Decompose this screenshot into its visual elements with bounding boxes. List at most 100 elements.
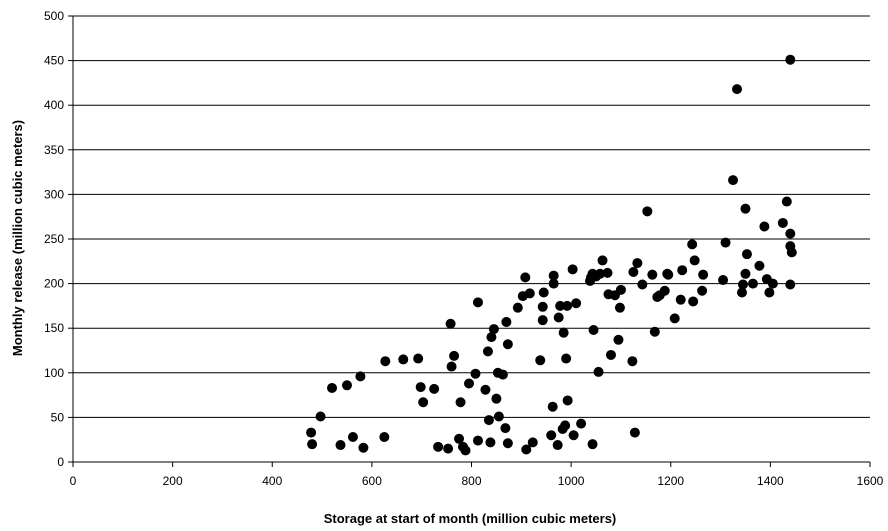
x-tick-label: 1000 bbox=[558, 474, 585, 488]
data-point bbox=[718, 275, 729, 286]
data-point bbox=[464, 378, 475, 389]
data-point bbox=[485, 437, 496, 448]
data-point bbox=[642, 206, 653, 217]
data-point bbox=[418, 397, 429, 408]
data-point bbox=[628, 267, 639, 278]
data-point bbox=[482, 346, 493, 357]
data-point bbox=[605, 349, 616, 360]
data-point bbox=[502, 438, 513, 449]
data-point bbox=[449, 350, 460, 361]
data-point bbox=[688, 296, 699, 307]
y-tick-label: 100 bbox=[44, 366, 64, 380]
data-point bbox=[379, 432, 390, 443]
data-point bbox=[647, 269, 658, 280]
x-tick-label: 1600 bbox=[857, 474, 884, 488]
data-point bbox=[512, 302, 523, 313]
data-point bbox=[571, 298, 582, 309]
data-point bbox=[445, 318, 456, 329]
y-tick-label: 50 bbox=[51, 410, 65, 424]
data-point bbox=[597, 255, 608, 266]
data-point bbox=[335, 440, 346, 451]
data-point bbox=[433, 441, 444, 452]
data-point bbox=[560, 420, 571, 431]
data-point bbox=[728, 175, 739, 186]
data-point bbox=[677, 265, 688, 276]
data-point bbox=[720, 237, 731, 248]
data-point bbox=[698, 269, 709, 280]
data-point bbox=[446, 361, 457, 372]
y-tick-label: 500 bbox=[44, 9, 64, 23]
data-point bbox=[764, 287, 775, 298]
data-point bbox=[537, 301, 548, 312]
data-point bbox=[501, 316, 512, 327]
data-point bbox=[781, 196, 792, 207]
y-tick-label: 150 bbox=[44, 321, 64, 335]
data-point bbox=[491, 393, 502, 404]
data-point bbox=[546, 430, 557, 441]
data-point bbox=[327, 382, 338, 393]
data-point bbox=[553, 312, 564, 323]
data-point bbox=[306, 427, 317, 438]
x-tick-label: 600 bbox=[362, 474, 382, 488]
data-point bbox=[777, 217, 788, 228]
data-point bbox=[675, 294, 686, 305]
data-point bbox=[307, 439, 318, 450]
data-point bbox=[398, 354, 409, 365]
data-point bbox=[740, 203, 751, 214]
y-tick-label: 300 bbox=[44, 187, 64, 201]
data-point bbox=[413, 353, 424, 364]
data-point bbox=[429, 383, 440, 394]
data-point bbox=[415, 382, 426, 393]
data-point bbox=[576, 418, 587, 429]
data-point bbox=[785, 279, 796, 290]
x-tick-label: 400 bbox=[262, 474, 282, 488]
data-point bbox=[483, 415, 494, 426]
data-point bbox=[472, 297, 483, 308]
x-tick-label: 0 bbox=[70, 474, 77, 488]
data-point bbox=[767, 278, 778, 289]
data-point bbox=[697, 285, 708, 296]
y-tick-label: 350 bbox=[44, 143, 64, 157]
data-point bbox=[480, 384, 491, 395]
data-point bbox=[527, 437, 538, 448]
data-point bbox=[454, 433, 465, 444]
data-point bbox=[732, 84, 743, 95]
data-point bbox=[785, 54, 796, 65]
data-point bbox=[520, 272, 531, 283]
y-axis-title: Monthly release (million cubic meters) bbox=[10, 120, 25, 356]
y-axis-ticks: 0 50 100 150 200 250 300 350 400 450 500 bbox=[44, 9, 73, 469]
x-tick-label: 200 bbox=[163, 474, 183, 488]
data-point bbox=[632, 258, 643, 269]
data-point bbox=[741, 249, 752, 260]
gridlines bbox=[73, 15, 870, 418]
data-point bbox=[472, 435, 483, 446]
data-point bbox=[595, 268, 606, 279]
data-point bbox=[502, 339, 513, 350]
data-point bbox=[740, 268, 751, 279]
y-tick-label: 450 bbox=[44, 54, 64, 68]
data-point bbox=[524, 288, 535, 299]
data-point bbox=[736, 287, 747, 298]
data-point bbox=[759, 221, 770, 232]
x-tick-label: 1400 bbox=[757, 474, 784, 488]
data-point bbox=[460, 445, 471, 456]
y-tick-label: 0 bbox=[57, 455, 64, 469]
data-point bbox=[567, 264, 578, 275]
data-point bbox=[663, 269, 674, 280]
y-tick-label: 200 bbox=[44, 277, 64, 291]
data-point bbox=[358, 442, 369, 453]
data-point bbox=[613, 334, 624, 345]
data-point bbox=[627, 356, 638, 367]
data-point bbox=[649, 326, 660, 337]
x-tick-label: 1200 bbox=[657, 474, 684, 488]
data-point bbox=[659, 285, 670, 296]
data-point bbox=[785, 228, 796, 239]
data-point bbox=[593, 366, 604, 377]
data-point bbox=[521, 444, 532, 455]
data-point bbox=[562, 300, 573, 311]
data-point bbox=[443, 443, 454, 454]
data-point bbox=[488, 324, 499, 335]
data-point bbox=[747, 278, 758, 289]
data-point bbox=[687, 239, 698, 250]
